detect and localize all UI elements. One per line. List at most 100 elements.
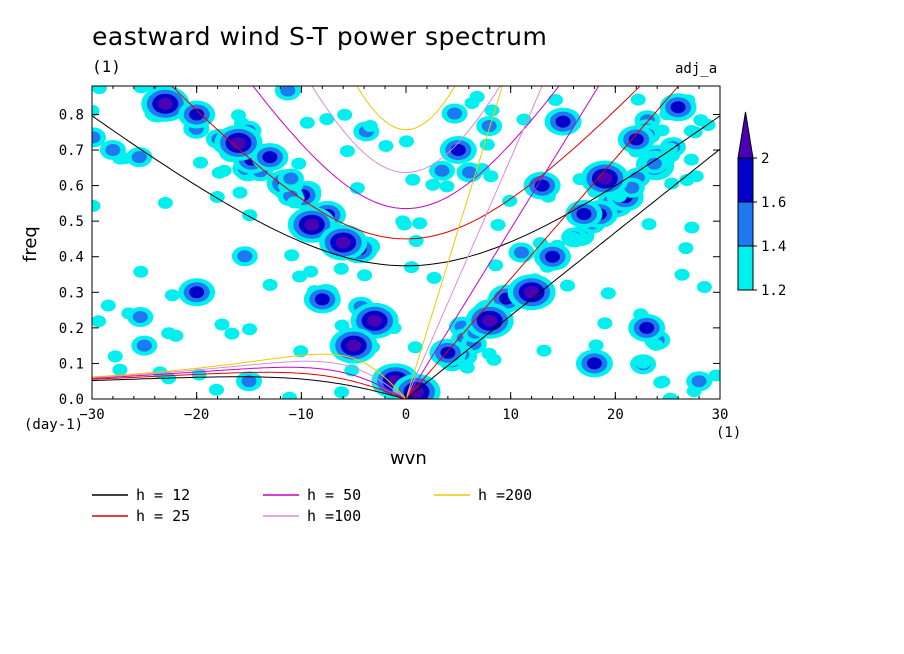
colorbar: 2 1.6 1.4 1.2	[737, 111, 786, 299]
y-tick-label: 0.1	[59, 356, 84, 372]
contour-blob	[654, 124, 670, 137]
contour-blob	[576, 208, 592, 220]
x-tick-label: 10	[502, 407, 519, 423]
contour-blob	[349, 182, 365, 195]
colorbar-arrow	[737, 111, 754, 159]
contour-blob	[112, 363, 128, 376]
contour-blob	[292, 270, 308, 283]
contour-blob	[684, 221, 700, 234]
contour-blob	[600, 287, 616, 300]
contour-blob	[224, 327, 240, 340]
contour-blob	[628, 133, 644, 146]
kelvin-curve	[405, 86, 503, 399]
chart-subtitle: (1)	[92, 57, 121, 76]
contour-blob	[565, 231, 581, 244]
contour-blob	[92, 315, 107, 328]
contour-blob	[434, 164, 450, 177]
contour-blob	[653, 376, 669, 389]
contour-blob	[105, 144, 121, 156]
colorbar-label: 1.6	[761, 195, 786, 211]
chart-title: eastward wind S-T power spectrum	[92, 22, 548, 51]
contour-blob	[586, 357, 602, 370]
contour-blob	[514, 246, 529, 259]
contour-blob	[231, 136, 246, 149]
legend-label: h = 25	[136, 507, 190, 525]
contour-blob	[214, 318, 230, 331]
contour-blob	[479, 138, 495, 151]
contour-blob	[524, 286, 540, 299]
kelvin-curve	[405, 86, 600, 399]
contour-blob	[664, 177, 680, 190]
contour-blob	[560, 279, 575, 292]
contour-blob	[674, 268, 690, 281]
contour-blob	[284, 249, 300, 262]
contour-blob	[481, 120, 497, 132]
contour-blob	[450, 144, 466, 156]
gravity-wave-curve	[171, 86, 641, 240]
contour-blob	[132, 311, 148, 323]
contour-blob	[663, 142, 678, 155]
contour-blob	[648, 338, 664, 351]
contour-blob	[646, 157, 662, 170]
contour-blob	[211, 166, 227, 179]
contour-blob	[545, 250, 560, 263]
contour-blob	[232, 186, 248, 199]
rossby-curve	[92, 376, 407, 399]
contour-blob	[516, 113, 532, 126]
contour-blob	[426, 271, 442, 284]
contour-blob	[164, 289, 180, 302]
contour-blob	[262, 278, 278, 291]
contour-blob	[412, 217, 428, 230]
contour-blob	[131, 151, 147, 164]
contour-blob	[630, 93, 646, 106]
contour-blob	[319, 113, 335, 126]
legend-label: h = 12	[136, 486, 190, 504]
contour-blob	[282, 391, 297, 399]
axis-ticks: −30 −20 −10 0 10 20 30 0.0 0.1 0.2 0.3 0.4 0.5 0.6 0.7…	[59, 86, 729, 423]
y-tick-label: 0.2	[59, 321, 84, 337]
contour-blob	[696, 281, 712, 293]
x-tick-label: 30	[712, 407, 729, 423]
contour-blob	[346, 339, 362, 352]
contour-blob	[209, 383, 224, 396]
contour-blob	[242, 323, 258, 336]
contour-blob	[502, 194, 518, 207]
contour-blob	[237, 250, 253, 263]
legend-label: h =200	[478, 486, 532, 504]
colorbar-segment	[737, 201, 754, 247]
contour-blob	[92, 199, 101, 212]
colorbar-segment	[737, 157, 754, 203]
contour-blob	[314, 293, 330, 306]
contour-blob	[293, 345, 309, 358]
contour-blob	[357, 269, 373, 282]
x-tick-label: −30	[79, 407, 104, 423]
y-axis-label: freq	[20, 226, 41, 262]
dispersion-curves	[92, 86, 720, 399]
y-tick-label: 0.0	[59, 392, 84, 408]
contour-blob	[469, 90, 485, 103]
x-tick-label: 20	[607, 407, 624, 423]
contour-blob	[597, 172, 613, 185]
contour-blob	[157, 196, 173, 209]
colorbar-segment	[737, 245, 754, 291]
colorbar-label: 1.2	[761, 283, 786, 299]
contour-blob	[280, 86, 296, 97]
colorbar-label: 2	[761, 151, 769, 167]
gravity-wave-curve	[356, 86, 456, 131]
x-axis-label: wvn	[390, 448, 427, 469]
contour-blob	[299, 116, 315, 129]
contour-blob	[395, 215, 411, 228]
gravity-wave-curve	[92, 115, 720, 267]
contour-blob	[189, 108, 205, 121]
gravity-wave-curve	[311, 86, 501, 174]
contour-blob	[303, 265, 319, 278]
contour-blob	[548, 94, 563, 106]
contour-blob	[405, 173, 421, 186]
y-tick-label: 0.7	[59, 143, 84, 159]
contour-blob	[337, 108, 353, 121]
kelvin-curve	[405, 86, 680, 399]
y-tick-label: 0.3	[59, 285, 84, 301]
x-tick-label: −10	[289, 407, 314, 423]
x-axis-unit: (1)	[716, 425, 742, 441]
